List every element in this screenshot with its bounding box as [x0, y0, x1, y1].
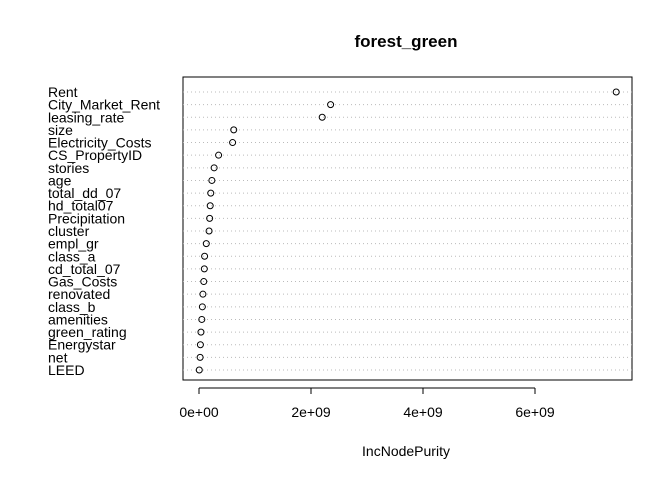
grid-lines: [183, 91, 632, 371]
data-point: [210, 164, 218, 172]
chart-title: forest_green: [355, 32, 458, 51]
category-label: CS_PropertyID: [48, 147, 142, 163]
data-point: [201, 252, 209, 260]
data-point: [198, 315, 206, 323]
data-point: [205, 227, 213, 235]
data-point: [229, 139, 237, 147]
data-point: [196, 341, 204, 349]
data-point: [198, 303, 206, 311]
x-tick-label: 0e+00: [179, 404, 219, 420]
category-label: Energystar: [48, 337, 116, 353]
category-label: cd_total_07: [48, 261, 121, 277]
category-label: amenities: [48, 311, 108, 327]
data-point: [207, 189, 215, 197]
category-label: class_b: [48, 299, 96, 315]
data-point: [206, 214, 214, 222]
category-label: size: [48, 122, 73, 138]
data-point: [202, 240, 210, 248]
data-point: [327, 101, 335, 109]
category-label: Precipitation: [48, 210, 125, 226]
category-label: leasing_rate: [48, 109, 124, 125]
x-tick-label: 2e+09: [291, 404, 331, 420]
category-label: renovated: [48, 286, 110, 302]
category-label: cluster: [48, 223, 90, 239]
data-point: [195, 366, 203, 374]
data-point: [318, 113, 326, 121]
x-axis-label: IncNodePurity: [362, 443, 450, 459]
data-point: [197, 328, 205, 336]
plot-frame: [182, 76, 633, 381]
x-axis: 0e+00 2e+09 4e+09 6e+09: [179, 387, 555, 420]
data-point: [208, 176, 216, 184]
category-label: class_a: [48, 248, 96, 264]
data-points: [195, 88, 620, 374]
x-tick-label: 6e+09: [515, 404, 555, 420]
category-label: Gas_Costs: [48, 274, 117, 290]
category-label: LEED: [48, 362, 85, 378]
category-label: Electricity_Costs: [48, 135, 151, 151]
data-point: [196, 353, 204, 361]
category-label: total_dd_07: [48, 185, 121, 201]
category-label: age: [48, 172, 72, 188]
data-point: [215, 151, 223, 159]
category-label: City_Market_Rent: [48, 97, 160, 113]
data-point: [200, 265, 208, 273]
data-point: [200, 278, 208, 286]
data-point: [230, 126, 238, 134]
category-label: net: [48, 349, 68, 365]
data-point: [612, 88, 620, 96]
category-labels: RentCity_Market_Rentleasing_ratesizeElec…: [48, 84, 160, 378]
x-tick-label: 4e+09: [403, 404, 443, 420]
category-label: empl_gr: [48, 236, 99, 252]
data-point: [199, 290, 207, 298]
category-label: green_rating: [48, 324, 127, 340]
category-label: Rent: [48, 84, 78, 100]
data-point: [206, 202, 214, 210]
category-label: stories: [48, 160, 89, 176]
category-label: hd_total07: [48, 198, 114, 214]
